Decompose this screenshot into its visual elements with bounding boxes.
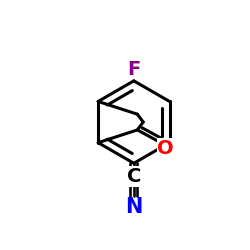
Text: N: N <box>125 198 142 218</box>
Text: O: O <box>158 139 174 158</box>
Text: C: C <box>127 167 141 186</box>
Text: F: F <box>127 60 140 78</box>
